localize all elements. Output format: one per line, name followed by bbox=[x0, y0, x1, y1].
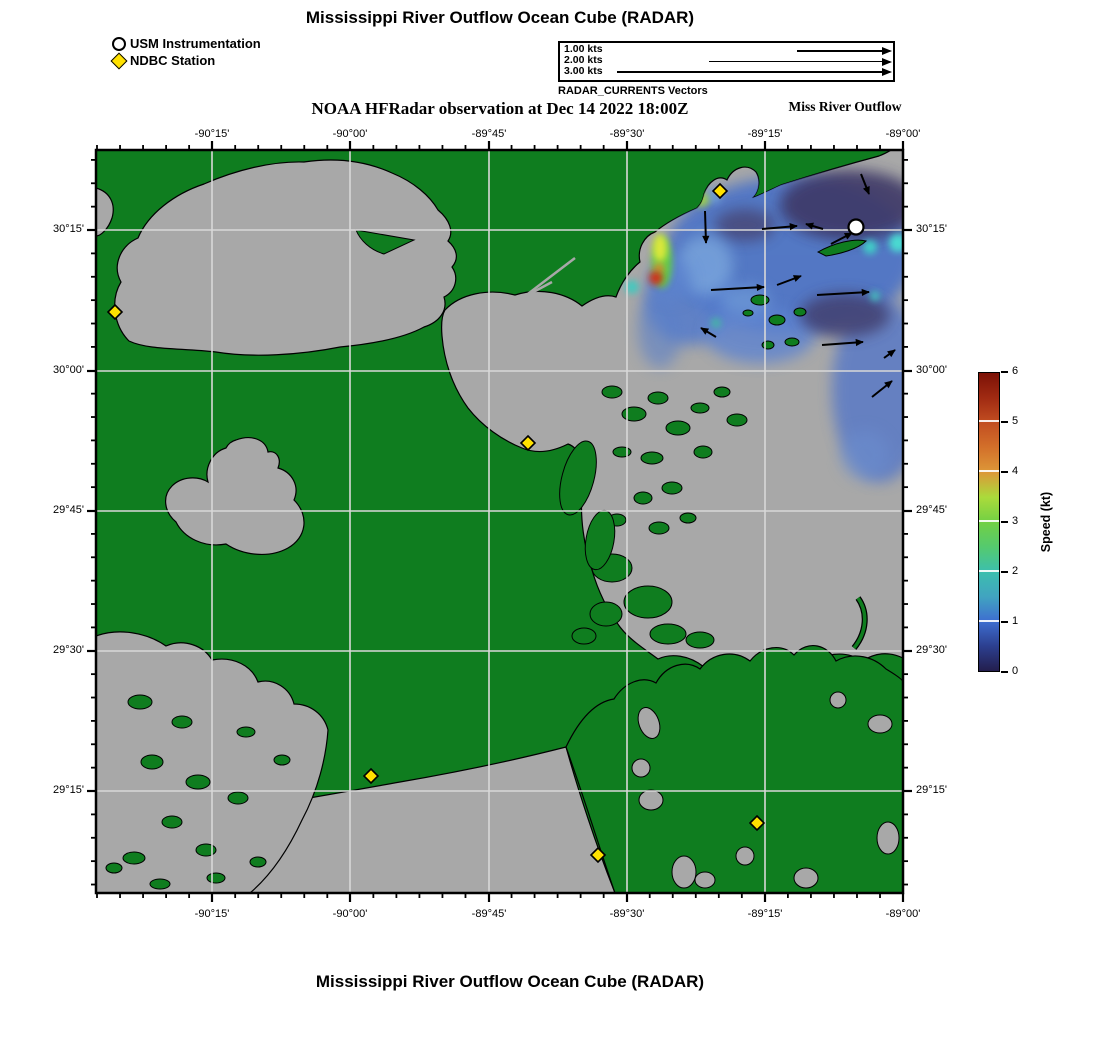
colorbar-tick-mark bbox=[1001, 471, 1008, 473]
current-vector bbox=[883, 349, 896, 359]
current-vector bbox=[710, 283, 765, 292]
station-markers bbox=[106, 182, 865, 864]
left-marsh-islands bbox=[105, 694, 291, 890]
current-vector bbox=[776, 275, 802, 286]
vector-scale-1kt-arrowhead-icon bbox=[882, 47, 892, 55]
colorbar-gridline bbox=[979, 570, 999, 572]
graticule bbox=[96, 150, 903, 893]
y-axis-label-right: 29°15' bbox=[916, 784, 947, 796]
cat-island bbox=[816, 239, 867, 257]
ndbc-legend-label: NDBC Station bbox=[130, 53, 216, 68]
colorbar-tick-mark bbox=[1001, 421, 1008, 423]
current-vector bbox=[702, 210, 710, 244]
x-axis-label-bottom: -89°15' bbox=[747, 908, 783, 920]
vector-scale-box: 1.00 kts 2.00 kts 3.00 kts bbox=[558, 41, 895, 82]
vector-scale-3kt-label: 3.00 kts bbox=[564, 65, 603, 77]
ndbc-diamond-icon bbox=[110, 52, 128, 70]
colorbar-tick-label: 5 bbox=[1012, 415, 1019, 427]
colorbar-tick-label: 1 bbox=[1012, 615, 1019, 627]
usm-legend-label: USM Instrumentation bbox=[130, 36, 261, 51]
colorbar-tick-mark bbox=[1001, 371, 1008, 373]
page-title: Mississippi River Outflow Ocean Cube (RA… bbox=[305, 8, 695, 27]
current-vector bbox=[821, 338, 864, 347]
ndbc-station-marker bbox=[519, 434, 537, 452]
current-vector bbox=[805, 222, 824, 230]
speed-colorbar bbox=[978, 372, 1000, 672]
map-frame bbox=[94, 148, 905, 895]
colorbar-tick-label: 0 bbox=[1012, 665, 1019, 677]
colorbar-tick-label: 3 bbox=[1012, 515, 1019, 527]
x-axis-label-bottom: -90°00' bbox=[332, 908, 368, 920]
ndbc-station-marker bbox=[362, 767, 380, 785]
vector-scale-1kt-label: 1.00 kts bbox=[564, 43, 603, 55]
observation-subtitle: NOAA HFRadar observation at Dec 14 2022 … bbox=[311, 99, 689, 118]
lake-north-point bbox=[355, 229, 416, 255]
vector-scale-3kt-arrowhead-icon bbox=[882, 68, 892, 76]
current-vector bbox=[761, 223, 798, 231]
x-axis-label-bottom: -89°30' bbox=[609, 908, 645, 920]
colorbar-tick-label: 2 bbox=[1012, 565, 1019, 577]
x-axis-label-top: -89°45' bbox=[471, 128, 507, 140]
bottom-title: Mississippi River Outflow Ocean Cube (RA… bbox=[315, 972, 705, 991]
x-axis-label-top: -89°00' bbox=[885, 128, 921, 140]
lake-maurepas-edge bbox=[95, 187, 114, 237]
lake-salvador bbox=[165, 437, 305, 555]
y-axis-label-left: 29°15' bbox=[53, 784, 84, 796]
region-annotation: Miss River Outflow bbox=[788, 99, 902, 114]
vector-scale-2kt-arrowhead-icon bbox=[882, 57, 892, 66]
y-axis-label-right: 30°00' bbox=[916, 364, 947, 376]
colorbar-tick-label: 6 bbox=[1012, 365, 1019, 377]
colorbar-axis-label: Speed (kt) bbox=[1039, 491, 1053, 553]
current-vector bbox=[700, 327, 717, 338]
map-plot bbox=[87, 141, 912, 902]
ndbc-station-marker bbox=[748, 814, 766, 832]
y-axis-label-right: 30°15' bbox=[916, 223, 947, 235]
x-axis-label-bottom: -89°00' bbox=[885, 908, 921, 920]
y-axis-label-left: 29°45' bbox=[53, 504, 84, 516]
y-axis-label-left: 30°15' bbox=[53, 223, 84, 235]
rigolets-channels bbox=[449, 257, 576, 339]
x-axis-label-top: -89°15' bbox=[747, 128, 783, 140]
vector-scale-2kt-label: 2.00 kts bbox=[564, 54, 603, 66]
usm-circle-icon bbox=[112, 37, 126, 51]
ndbc-station-marker bbox=[711, 182, 729, 200]
vector-scale-3kt-line bbox=[617, 71, 884, 73]
y-axis-label-left: 29°30' bbox=[53, 644, 84, 656]
current-vector bbox=[860, 173, 870, 195]
colorbar-tick-mark bbox=[1001, 671, 1008, 673]
vector-scale-1kt-line bbox=[797, 50, 884, 52]
y-axis-label-right: 29°30' bbox=[916, 644, 947, 656]
ndbc-station-marker bbox=[106, 303, 124, 321]
colorbar-gridline bbox=[979, 520, 999, 522]
colorbar-tick-mark bbox=[1001, 621, 1008, 623]
x-axis-label-top: -90°00' bbox=[332, 128, 368, 140]
x-axis-label-top: -90°15' bbox=[194, 128, 230, 140]
y-axis-label-right: 29°45' bbox=[916, 504, 947, 516]
colorbar-tick-mark bbox=[1001, 521, 1008, 523]
colorbar-gridline bbox=[979, 620, 999, 622]
colorbar-gridline bbox=[979, 420, 999, 422]
current-vector bbox=[830, 232, 853, 245]
colorbar-tick-mark bbox=[1001, 571, 1008, 573]
current-vector bbox=[871, 380, 893, 398]
current-vectors bbox=[700, 173, 896, 398]
x-axis-label-bottom: -90°15' bbox=[194, 908, 230, 920]
usm-station-marker bbox=[847, 218, 865, 236]
current-vector bbox=[816, 288, 870, 297]
colorbar-gridline bbox=[979, 470, 999, 472]
delta-inlets bbox=[631, 691, 900, 889]
colorbar-tick-label: 4 bbox=[1012, 465, 1019, 477]
x-axis-label-top: -89°30' bbox=[609, 128, 645, 140]
axis-ticks bbox=[87, 141, 912, 902]
ndbc-station-marker bbox=[589, 846, 607, 864]
y-axis-label-left: 30°00' bbox=[53, 364, 84, 376]
lake-pontchartrain bbox=[114, 159, 457, 356]
vector-scale-2kt-line bbox=[709, 60, 884, 62]
vector-scale-caption: RADAR_CURRENTS Vectors bbox=[558, 85, 708, 97]
x-axis-label-bottom: -89°45' bbox=[471, 908, 507, 920]
